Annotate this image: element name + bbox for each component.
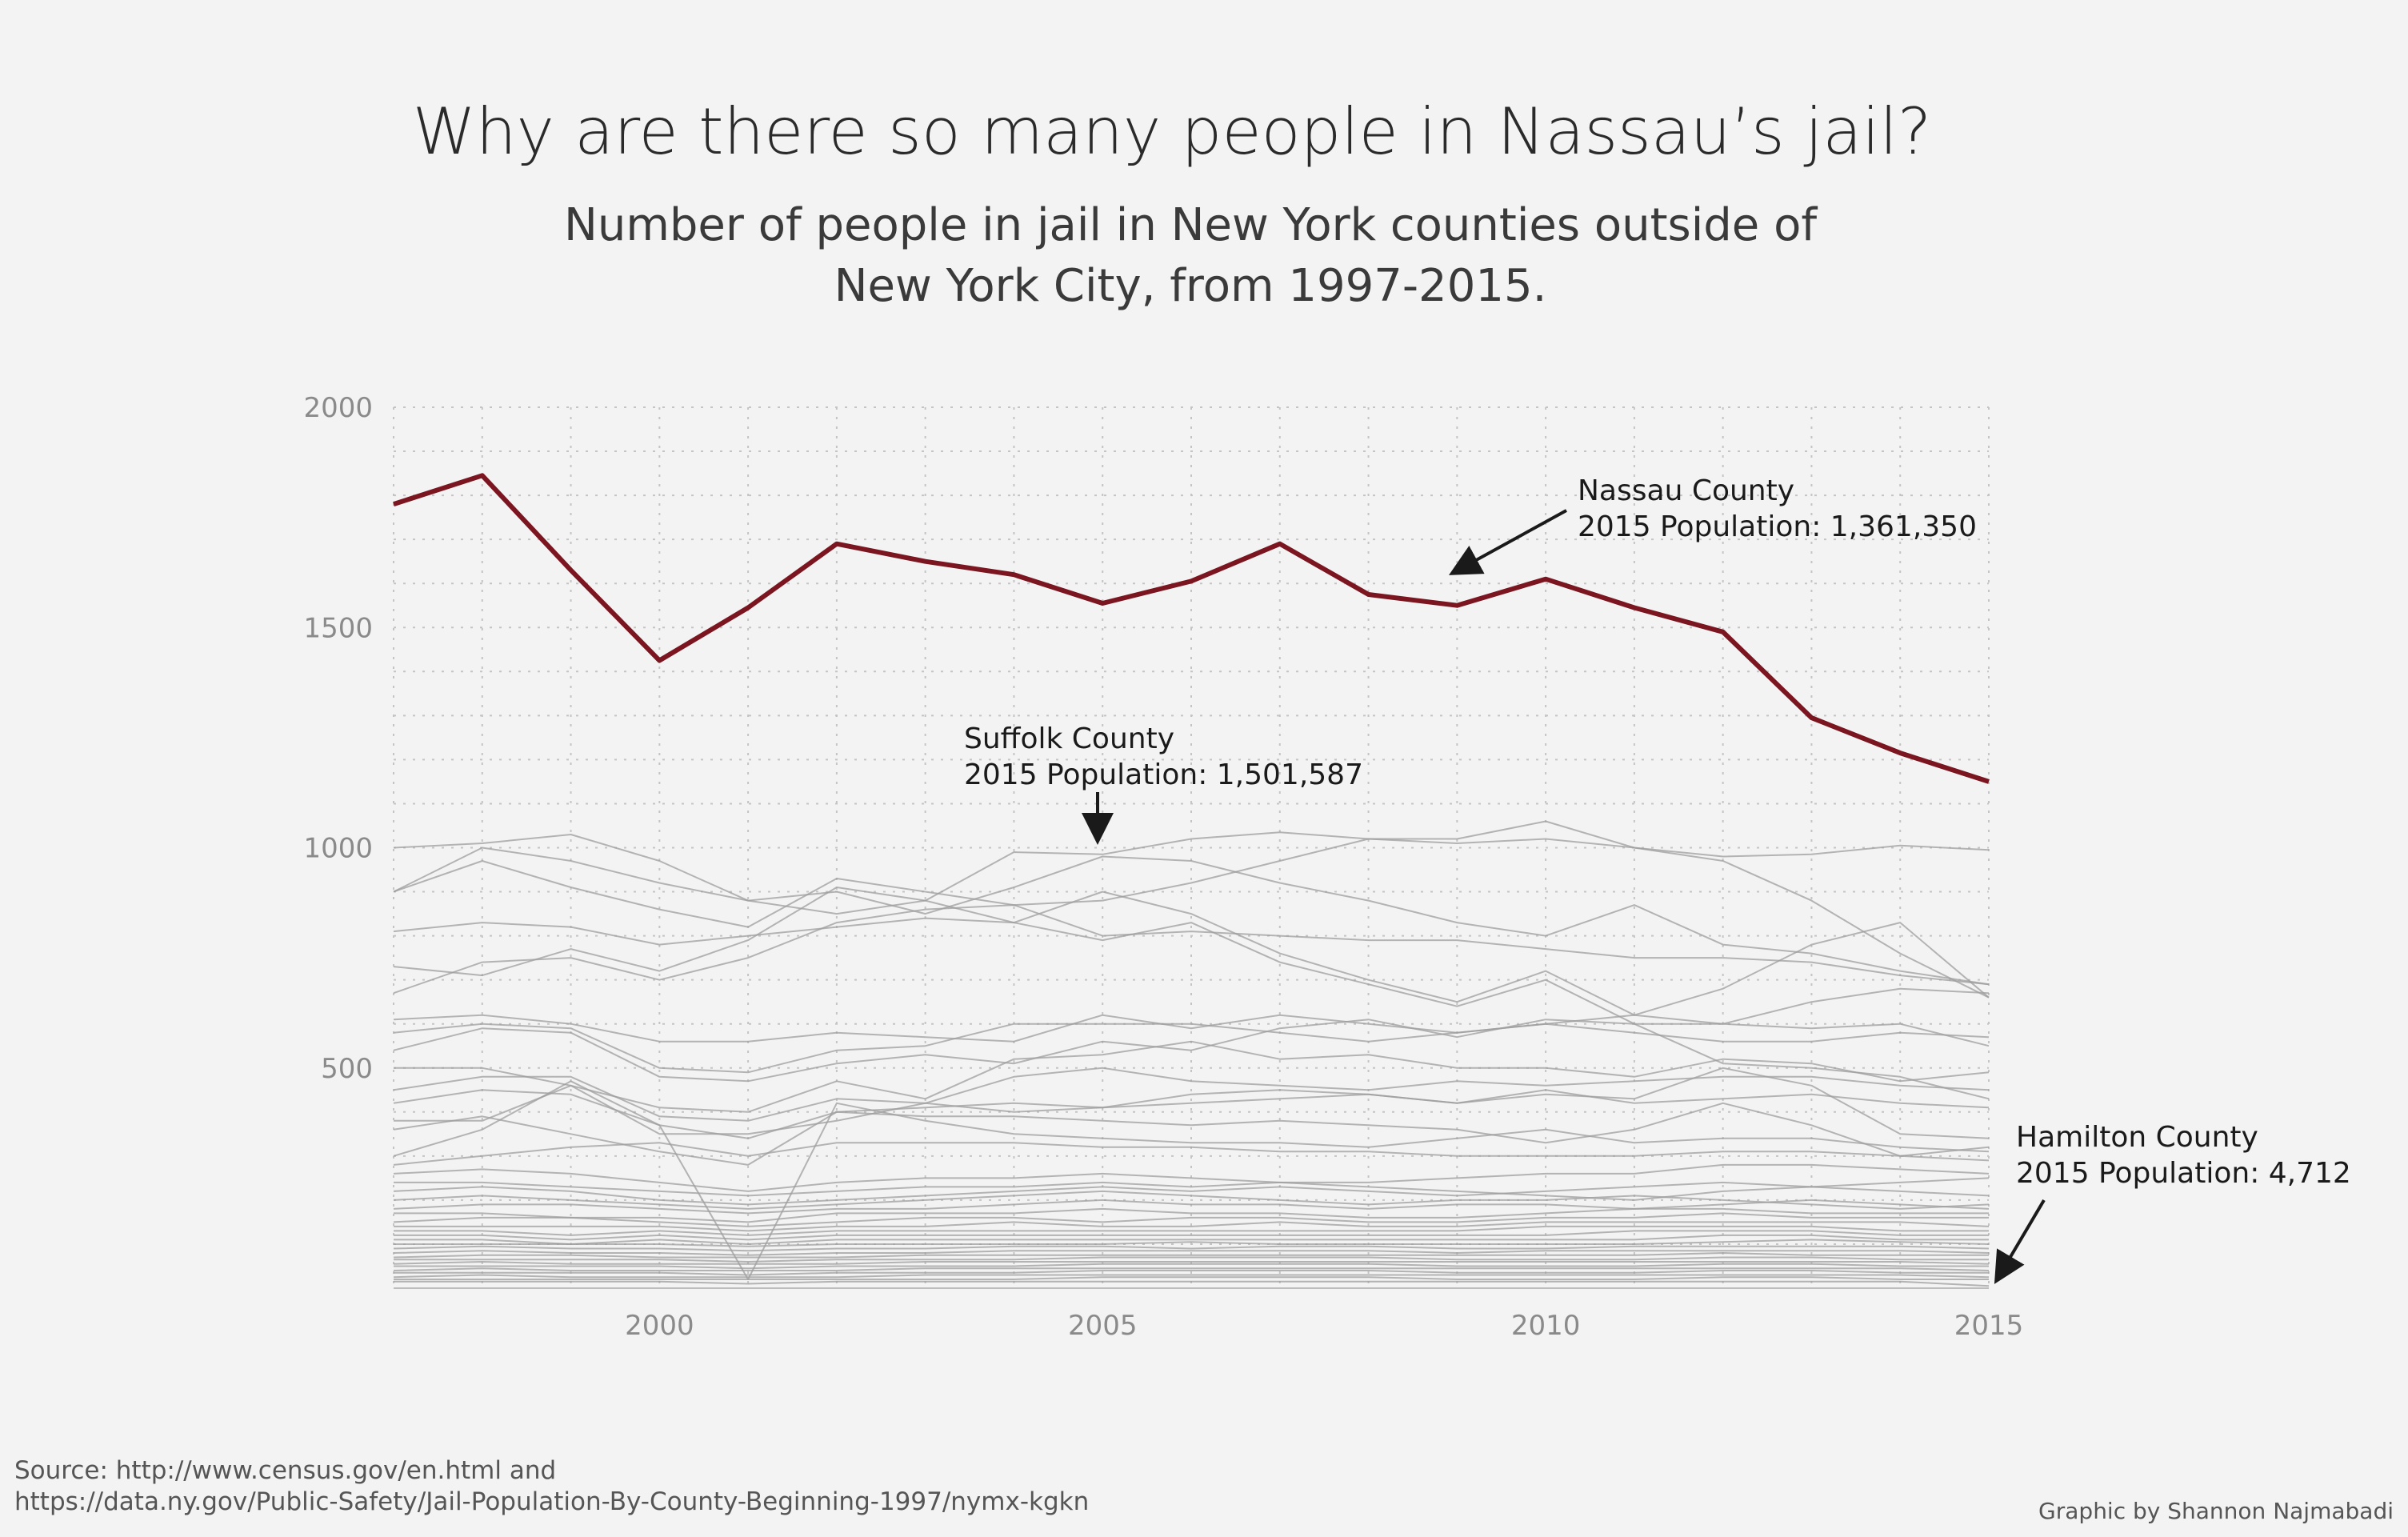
county-line-10	[394, 1040, 1990, 1113]
county-line-37	[393, 1274, 1990, 1279]
county-line-30	[393, 1250, 1990, 1256]
y-tick-label: 500	[321, 1053, 373, 1085]
x-tick-label: 2000	[625, 1310, 694, 1342]
chart-subtitle-line-1: Number of people in jail in New York cou…	[564, 199, 1818, 251]
county-lines	[393, 820, 1990, 1287]
county-line-21	[393, 1199, 1990, 1215]
county-line-25	[394, 1225, 1989, 1236]
county-line-18	[394, 1163, 1990, 1197]
county-line-14	[393, 1102, 1990, 1166]
x-tick-label: 2005	[1068, 1310, 1138, 1342]
x-tick-label: 2015	[1954, 1310, 2024, 1342]
county-line-34	[394, 1263, 1989, 1270]
county-line-29	[393, 1245, 1990, 1252]
county-line-4	[393, 891, 1990, 1016]
annotation-suffolk-population: 2015 Population: 1,501,587	[964, 758, 1363, 791]
x-tick-label: 2010	[1511, 1310, 1581, 1342]
nassau-line-group	[393, 473, 1990, 784]
county-line-11	[393, 1067, 1990, 1122]
annotation-hamilton-name: Hamilton County	[2016, 1121, 2258, 1154]
county-line-1	[393, 820, 1990, 915]
nassau-line	[393, 473, 1990, 784]
county-line-15	[393, 1080, 1990, 1280]
county-line-31	[393, 1252, 1989, 1259]
y-tick-label: 2000	[303, 392, 373, 424]
annotation-nassau-name: Nassau County	[1578, 474, 1794, 507]
county-line-26	[394, 1230, 1989, 1241]
county-line-7	[393, 1014, 1990, 1047]
annotation-nassau-arrow	[1448, 509, 1567, 575]
county-line-17	[393, 1168, 1990, 1201]
county-line-24	[394, 1221, 1990, 1232]
county-line-32	[394, 1256, 1989, 1263]
county-line-2	[393, 838, 1990, 999]
annotation-hamilton: Hamilton County 2015 Population: 4,712	[1994, 1121, 2351, 1284]
annotation-suffolk: Suffolk County 2015 Population: 1,501,58…	[964, 722, 1363, 845]
county-line-33	[393, 1261, 1990, 1265]
county-line-16	[393, 1142, 1990, 1166]
county-line-23	[393, 1212, 1989, 1227]
annotation-nassau-population: 2015 Population: 1,361,350	[1578, 510, 1977, 543]
annotation-hamilton-arrow	[1994, 1199, 2046, 1284]
annotation-hamilton-population: 2015 Population: 4,712	[2016, 1157, 2351, 1190]
graphic-credit: Graphic by Shannon Najmabadi	[2038, 1498, 2394, 1524]
county-line-28	[394, 1239, 1990, 1247]
county-line-22	[394, 1207, 1989, 1223]
source-line-1: Source: http://www.census.gov/en.html an…	[14, 1456, 556, 1485]
county-line-36	[394, 1270, 1989, 1276]
county-line-3	[393, 847, 1990, 986]
y-tick-label: 1000	[303, 833, 373, 865]
county-line-12	[393, 1089, 1990, 1139]
axis-ticks: 2000 2005 2010 2015 2000 1500 1000 500	[303, 392, 2023, 1342]
county-line-39	[394, 1280, 1990, 1287]
chart-subtitle-line-2: New York City, from 1997-2015.	[834, 260, 1547, 312]
county-line-19	[393, 1181, 1990, 1206]
county-line-20	[393, 1190, 1990, 1210]
county-line-35	[393, 1267, 1990, 1271]
source-line-2: https://data.ny.gov/Public-Safety/Jail-P…	[14, 1487, 1089, 1516]
county-line-9	[393, 1019, 1990, 1100]
chart-title: Why are there so many people in Nassau’s…	[413, 94, 1932, 169]
county-line-38	[394, 1276, 1989, 1280]
county-line-27	[394, 1234, 1989, 1245]
annotation-suffolk-name: Suffolk County	[964, 722, 1174, 755]
county-line-6	[393, 904, 1990, 995]
annotation-nassau: Nassau County 2015 Population: 1,361,350	[1448, 474, 1977, 575]
county-line-13	[394, 1067, 1990, 1139]
y-tick-label: 1500	[303, 612, 373, 644]
county-line-8	[393, 1023, 1990, 1074]
